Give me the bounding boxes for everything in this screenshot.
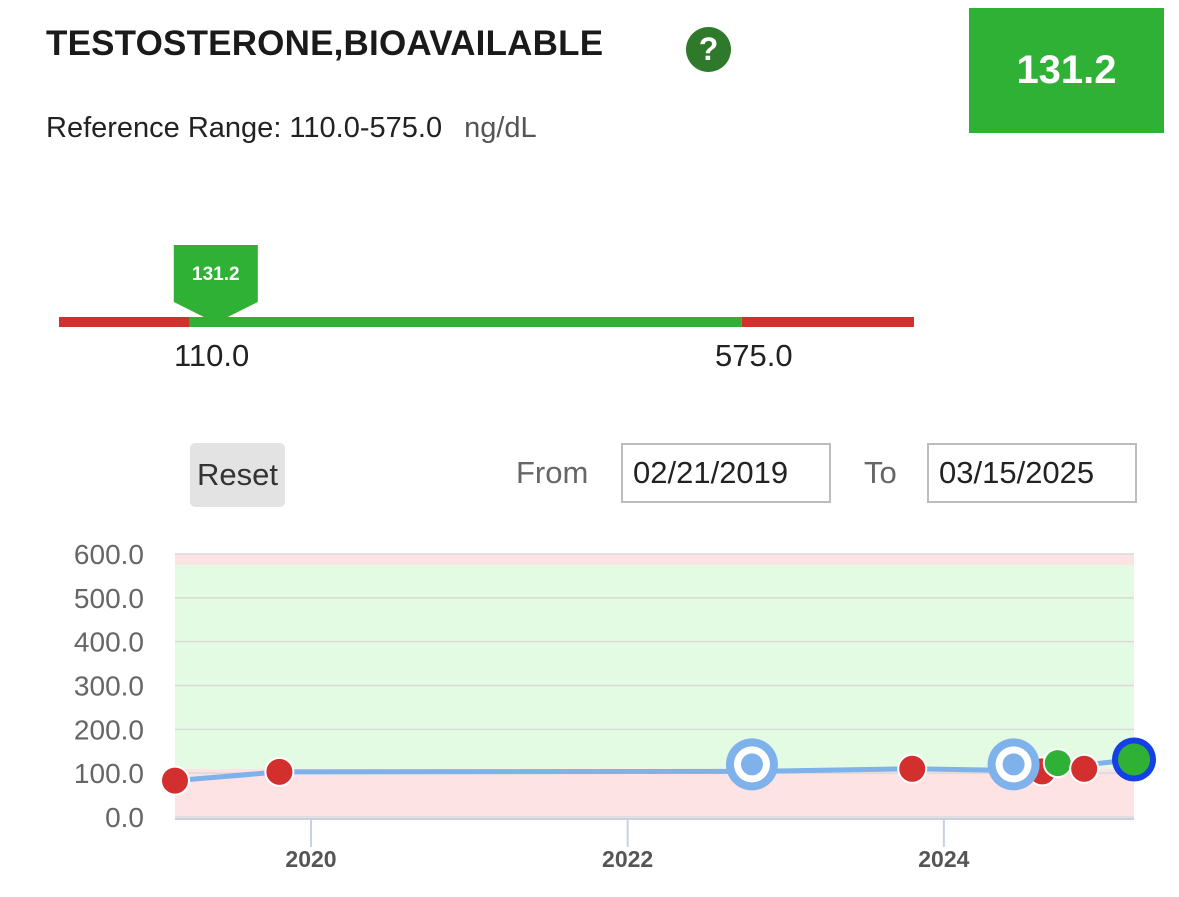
band-high-abnormal bbox=[175, 554, 1134, 565]
x-tick-label: 2024 bbox=[918, 846, 969, 872]
band-normal bbox=[175, 564, 1134, 769]
data-point-normal bbox=[1042, 748, 1073, 779]
from-label: From bbox=[516, 455, 589, 490]
data-point-highlight bbox=[1002, 753, 1025, 776]
y-tick-label: 500.0 bbox=[74, 583, 144, 614]
gauge-low-segment bbox=[59, 317, 190, 327]
y-tick-label: 400.0 bbox=[74, 627, 144, 658]
data-point-highlight bbox=[740, 753, 763, 776]
x-tick-label: 2020 bbox=[285, 846, 336, 872]
current-value-badge: 131.2 bbox=[969, 8, 1164, 133]
data-point-current bbox=[1118, 743, 1150, 776]
data-point-low bbox=[1069, 753, 1100, 784]
range-gauge: 131.2 110.0 575.0 bbox=[59, 245, 914, 373]
page-title: TESTOSTERONE,BIOAVAILABLE bbox=[46, 24, 604, 63]
trend-chart: 0.0 100.0 200.0 300.0 400.0 500.0 600.0 2020 202… bbox=[74, 539, 1156, 872]
reference-unit: ng/dL bbox=[464, 112, 537, 144]
y-tick-label: 200.0 bbox=[74, 714, 144, 745]
gauge-normal-segment bbox=[189, 317, 742, 327]
data-point-low bbox=[160, 765, 190, 796]
gauge-pointer-value: 131.2 bbox=[192, 264, 240, 285]
data-point-low bbox=[897, 753, 928, 784]
gauge-high-label: 575.0 bbox=[715, 338, 793, 373]
band-low-abnormal bbox=[175, 768, 1134, 817]
y-tick-label: 100.0 bbox=[74, 758, 144, 789]
y-tick-label: 300.0 bbox=[74, 671, 144, 702]
x-tick-label: 2022 bbox=[602, 846, 653, 872]
gauge-high-segment bbox=[741, 317, 914, 327]
gauge-low-label: 110.0 bbox=[174, 338, 249, 373]
reference-range: Reference Range: 110.0-575.0 ng/dL bbox=[46, 112, 537, 145]
to-label: To bbox=[864, 455, 897, 490]
data-point-low bbox=[264, 756, 295, 787]
y-tick-label: 0.0 bbox=[105, 802, 144, 833]
gauge-pointer bbox=[173, 245, 258, 318]
reference-range-label: Reference Range: 110.0-575.0 bbox=[46, 112, 443, 144]
from-date-input[interactable] bbox=[621, 443, 831, 503]
reset-button[interactable]: Reset bbox=[190, 443, 285, 507]
y-tick-label: 600.0 bbox=[74, 539, 144, 570]
question-mark-icon[interactable]: ? bbox=[686, 27, 731, 72]
to-date-input[interactable] bbox=[927, 443, 1137, 503]
